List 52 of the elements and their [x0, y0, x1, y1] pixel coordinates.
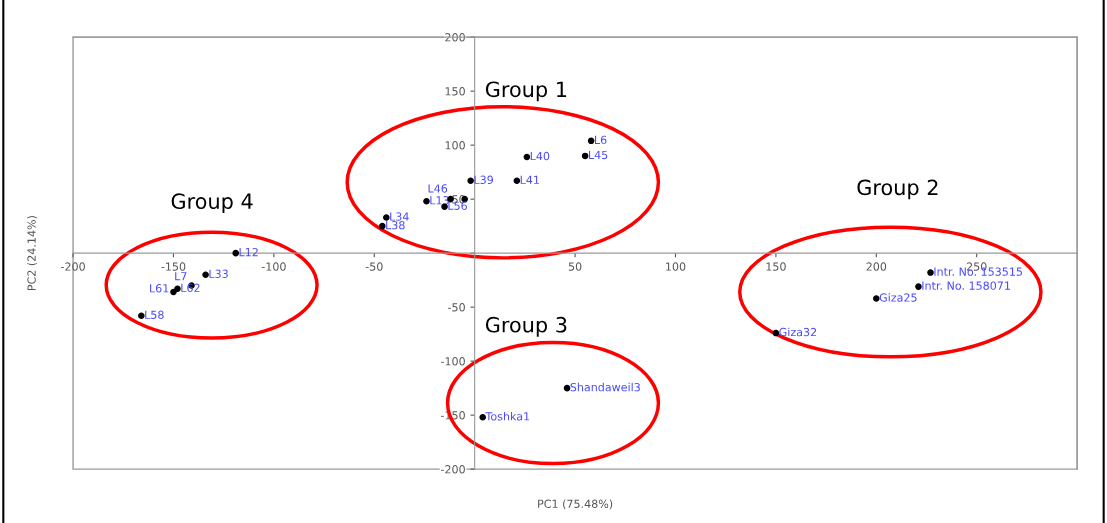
point: [581, 152, 589, 160]
y-tick-label: 100: [445, 141, 465, 150]
series-label: L13: [430, 196, 449, 205]
x-tick-label: -50: [365, 262, 383, 271]
x-tick-label: -200: [61, 262, 85, 271]
point: [467, 177, 474, 185]
series-label: L6: [595, 135, 607, 145]
y-tick-label: -200: [440, 465, 465, 474]
x-tick-label: 50: [568, 262, 582, 271]
x-tick-label: -100: [261, 262, 286, 271]
series-label: L62: [181, 283, 200, 292]
series-label: L45: [589, 150, 608, 160]
point: [915, 283, 922, 290]
x-axis-title: PC1 (75.48%): [538, 499, 613, 510]
annotation: Group 4: [171, 193, 253, 214]
x-tick-label: 150: [766, 262, 786, 271]
series-label: L46: [428, 184, 448, 193]
annotation: Group 3: [485, 316, 567, 337]
point: [379, 222, 386, 230]
point: [383, 214, 390, 221]
y-axis-title: PC2 (24.14%): [27, 216, 38, 291]
series-label: Giza25: [879, 293, 917, 302]
point: [174, 285, 181, 293]
series-label: L58: [145, 310, 164, 319]
y-tick-label: 200: [445, 33, 465, 42]
series-label: Toshka1: [485, 411, 530, 421]
y-tick-label: -100: [440, 357, 465, 366]
point: [202, 271, 209, 279]
series-label: L7: [175, 272, 187, 281]
series-label: L12: [239, 247, 258, 257]
series-label: Giza32: [779, 327, 817, 337]
x-tick-label: -150: [161, 262, 186, 271]
x-tick-label: 100: [666, 262, 686, 271]
annotation: Group 1: [485, 81, 567, 102]
series-label: Intr. No. 158071: [922, 281, 1010, 290]
series-label: L34: [390, 212, 409, 221]
y-tick-label: 150: [445, 87, 465, 96]
series-label: L39: [474, 175, 493, 184]
x-tick-label: 200: [866, 262, 887, 271]
series-label: L33: [209, 269, 228, 278]
point: [138, 312, 145, 320]
series-label: L61: [150, 284, 169, 293]
series-label: L40: [530, 151, 550, 161]
y-tick-label: -50: [448, 303, 465, 312]
annotation: Group 2: [857, 179, 938, 200]
point: [587, 137, 595, 145]
point: [927, 269, 934, 276]
series-label: L41: [520, 175, 539, 184]
point: [423, 197, 430, 205]
series-label: L38: [386, 220, 405, 230]
series-label: Shandaweil3: [570, 382, 640, 392]
point: [170, 288, 177, 296]
